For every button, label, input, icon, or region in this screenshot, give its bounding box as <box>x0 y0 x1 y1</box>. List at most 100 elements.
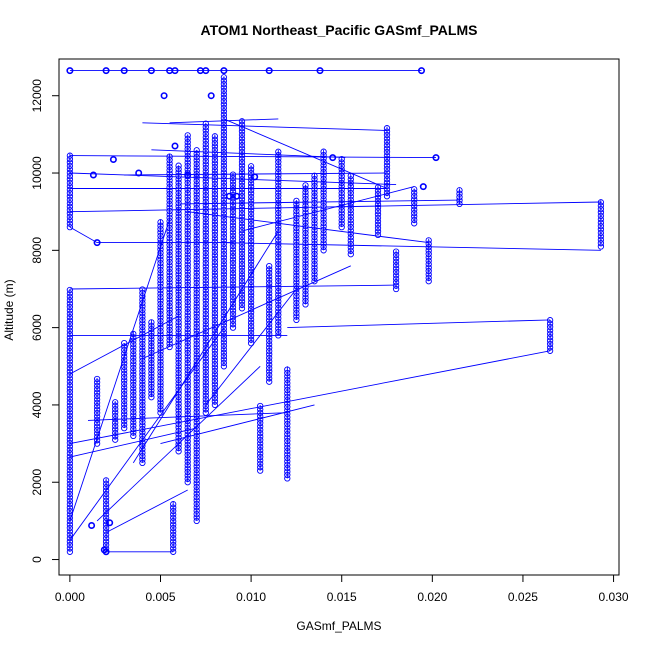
data-point <box>320 230 327 237</box>
data-point <box>166 272 173 279</box>
data-point <box>139 361 146 368</box>
data-point <box>284 471 291 479</box>
data-point <box>238 216 246 224</box>
data-point <box>275 209 282 217</box>
data-point <box>139 422 146 429</box>
data-point <box>184 346 191 353</box>
data-point <box>193 476 200 484</box>
data-point <box>170 538 177 545</box>
data-point <box>211 394 219 402</box>
data-point <box>211 398 219 405</box>
x-tick-label-0: 0.000 <box>55 590 85 604</box>
data-point <box>157 222 164 229</box>
data-point <box>383 135 391 142</box>
data-point <box>202 161 209 168</box>
profile-3 <box>102 477 110 555</box>
data-point <box>66 473 74 481</box>
data-point <box>211 323 219 330</box>
data-point <box>148 336 155 343</box>
data-point <box>184 407 191 414</box>
data-point <box>275 311 282 319</box>
data-point <box>284 427 291 434</box>
data-point <box>546 323 554 331</box>
profile-22 <box>266 262 273 385</box>
data-point <box>157 378 164 386</box>
data-point <box>193 164 200 171</box>
data-point <box>284 380 291 387</box>
data-point <box>157 287 164 294</box>
data-point <box>193 483 200 491</box>
data-point <box>193 432 200 440</box>
data-point <box>284 373 291 380</box>
data-point <box>193 473 200 480</box>
data-point <box>229 307 237 314</box>
data-point <box>121 363 128 371</box>
data-point <box>139 299 146 307</box>
data-point <box>211 201 219 208</box>
data-point <box>112 405 119 413</box>
data-point <box>193 364 200 372</box>
data-point <box>220 91 228 98</box>
data-point <box>139 289 146 297</box>
data-point <box>311 254 318 261</box>
data-point <box>130 330 137 338</box>
data-point <box>311 196 318 203</box>
data-point <box>166 323 173 330</box>
data-point-25 <box>102 548 110 556</box>
data-point <box>184 417 191 425</box>
data-point <box>311 213 318 220</box>
data-point <box>193 419 200 426</box>
data-point <box>193 446 200 453</box>
data-point <box>193 218 200 225</box>
data-point <box>175 397 182 404</box>
data-point <box>293 248 300 256</box>
data-point <box>139 333 146 341</box>
data-point <box>284 397 291 404</box>
data-point <box>229 181 237 188</box>
data-point <box>102 511 110 518</box>
data-point <box>220 196 228 203</box>
data-point <box>102 501 110 508</box>
data-point <box>374 194 382 201</box>
data-point <box>456 190 463 197</box>
data-point <box>175 448 182 455</box>
data-point <box>347 193 354 200</box>
data-point <box>175 329 182 336</box>
data-point <box>211 401 219 409</box>
data-point <box>302 192 309 199</box>
data-point <box>193 289 200 297</box>
data-point <box>220 261 228 268</box>
data-point <box>157 219 164 226</box>
data-point <box>211 306 219 313</box>
data-point <box>184 234 191 241</box>
data-point <box>293 207 300 215</box>
data-point <box>211 160 219 167</box>
data-point <box>247 333 255 340</box>
data-point <box>157 256 164 263</box>
data-point <box>202 409 209 416</box>
data-point <box>257 433 264 440</box>
data-point <box>284 410 291 417</box>
profile-18 <box>229 171 237 331</box>
data-point <box>220 111 228 118</box>
data-point <box>275 247 282 254</box>
data-point <box>320 247 327 254</box>
data-point <box>175 427 182 435</box>
data-point <box>193 269 200 276</box>
data-point <box>383 159 391 166</box>
data-point-27 <box>184 171 192 179</box>
data-point <box>546 347 554 354</box>
data-point <box>220 216 228 224</box>
data-point <box>311 189 318 196</box>
data-point <box>166 279 173 286</box>
data-point <box>202 351 209 359</box>
data-point <box>257 430 264 437</box>
data-point-7 <box>202 67 210 75</box>
data-point <box>347 200 354 207</box>
data-point <box>193 306 200 314</box>
data-point <box>157 348 164 355</box>
data-point <box>293 316 300 324</box>
data-point <box>170 545 177 552</box>
data-point <box>139 452 146 460</box>
data-point <box>193 463 200 470</box>
